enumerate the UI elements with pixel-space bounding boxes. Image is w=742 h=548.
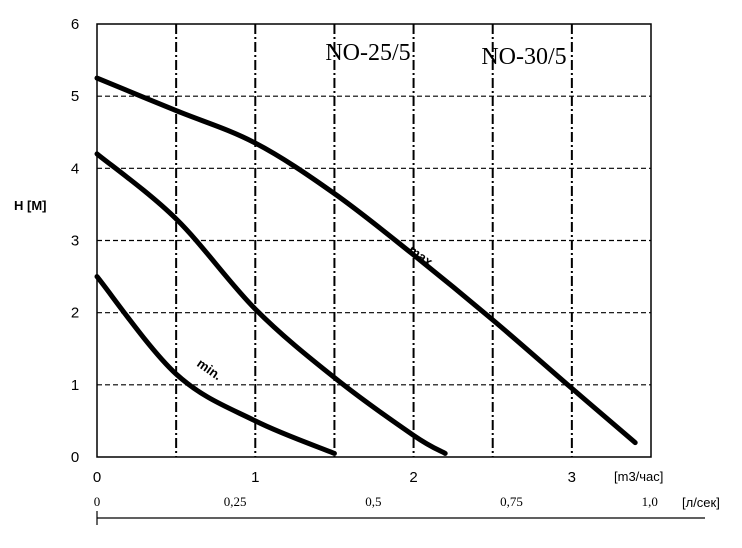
y-tick-label: 1 <box>71 377 79 394</box>
x2-tick-label: 0 <box>94 494 101 509</box>
x-tick-label: 1 <box>251 469 259 486</box>
curves: max. min. <box>94 75 638 456</box>
grid <box>97 24 651 457</box>
x2-axis-label: [л/сек] <box>682 495 720 510</box>
pump-curve-line <box>94 151 448 456</box>
y-tick-label: 2 <box>71 305 79 322</box>
x-tick-label: 0 <box>93 469 101 486</box>
x-tick-label: 2 <box>409 469 417 486</box>
x-axis-label: [m3/час] <box>614 469 663 484</box>
y-axis-label: H [M] <box>14 198 47 213</box>
x-axis-ticks: 0 1 2 3 <box>93 469 576 486</box>
y-tick-label: 6 <box>71 16 79 33</box>
title-no-30-5: NO-30/5 <box>481 44 566 70</box>
x2-tick-label: 0,75 <box>500 494 523 509</box>
y-tick-label: 3 <box>71 233 79 250</box>
x2-tick-label: 0,25 <box>224 494 247 509</box>
y-axis-ticks: 0 1 2 3 4 5 6 <box>71 16 79 466</box>
x-tick-label: 3 <box>568 469 576 486</box>
y-tick-label: 4 <box>71 160 79 177</box>
x2-tick-label: 0,5 <box>365 494 381 509</box>
plot-frame <box>96 23 652 458</box>
y-tick-label: 0 <box>71 449 79 466</box>
curve-label: min. <box>194 356 225 384</box>
secondary-x-axis: 0 0,25 0,5 0,75 1,0 <box>94 494 705 525</box>
pump-curve-line <box>94 274 337 456</box>
pump-curve-line <box>94 75 638 446</box>
y-tick-label: 5 <box>71 88 79 105</box>
curve-label: max. <box>406 242 439 271</box>
x2-tick-label: 1,0 <box>642 494 658 509</box>
title-no-25-5: NO-25/5 <box>325 40 410 66</box>
